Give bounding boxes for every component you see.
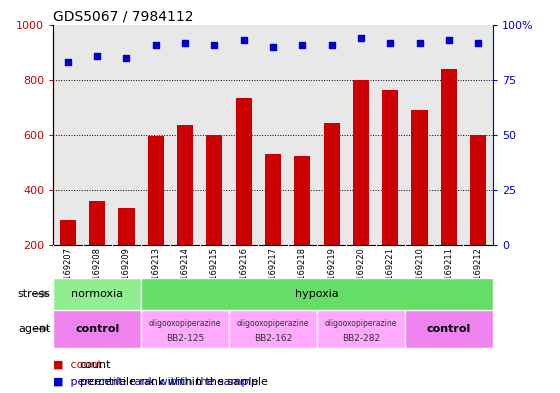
Bar [53,310,141,348]
Point [269,44,278,50]
Point [122,55,131,61]
Point [386,39,395,46]
Bar [294,156,310,245]
Text: GSM1169209: GSM1169209 [122,247,131,303]
Text: GSM1169221: GSM1169221 [386,247,395,303]
Text: GSM1169220: GSM1169220 [356,247,366,303]
Bar [265,154,281,245]
Text: count: count [80,360,111,370]
Bar [89,201,105,245]
Text: control: control [75,324,119,334]
Text: GDS5067 / 7984112: GDS5067 / 7984112 [53,9,194,23]
Text: GSM1169219: GSM1169219 [327,247,336,303]
Text: oligooxopiperazine: oligooxopiperazine [325,319,397,328]
Text: GSM1169212: GSM1169212 [474,247,483,303]
Point [239,37,248,44]
Point [180,39,189,46]
Text: GSM1169207: GSM1169207 [63,247,72,303]
Bar [118,208,134,245]
Bar [148,136,164,245]
Bar [229,310,317,348]
Text: GSM1169216: GSM1169216 [239,247,248,303]
Text: BB2-125: BB2-125 [166,334,204,343]
Text: GSM1169217: GSM1169217 [268,247,278,303]
Text: stress: stress [17,289,50,299]
Text: oligooxopiperazine: oligooxopiperazine [149,319,221,328]
Text: hypoxia: hypoxia [295,289,339,299]
Bar [60,220,76,245]
Bar [53,278,141,310]
Text: GSM1169214: GSM1169214 [180,247,190,303]
Bar [324,123,340,245]
Bar [206,135,222,245]
Bar [317,310,405,348]
Text: ■  percentile rank within the sample: ■ percentile rank within the sample [53,377,259,387]
Point [210,42,219,48]
Point [151,42,160,48]
Bar [141,310,229,348]
Text: oligooxopiperazine: oligooxopiperazine [237,319,309,328]
Text: BB2-282: BB2-282 [342,334,380,343]
Text: GSM1169211: GSM1169211 [444,247,454,303]
Text: GSM1169210: GSM1169210 [415,247,424,303]
Text: GSM1169208: GSM1169208 [92,247,102,303]
Point [415,39,424,46]
Text: normoxia: normoxia [71,289,123,299]
Point [327,42,336,48]
Bar [382,90,398,245]
Bar [412,110,428,245]
Text: percentile rank within the sample: percentile rank within the sample [80,377,267,387]
Bar [236,98,252,245]
Text: GSM1169215: GSM1169215 [210,247,219,303]
Point [93,53,102,59]
Text: GSM1169218: GSM1169218 [298,247,307,303]
Bar [470,135,486,245]
Bar [405,310,493,348]
Text: agent: agent [18,324,50,334]
Text: ■  count: ■ count [53,360,102,370]
Text: GSM1169213: GSM1169213 [151,247,160,303]
Point [298,42,307,48]
Text: BB2-162: BB2-162 [254,334,292,343]
Bar [441,69,457,245]
Bar [353,80,369,245]
Point [356,35,365,41]
Bar [177,125,193,245]
Text: control: control [427,324,471,334]
Bar [141,278,493,310]
Point [474,39,483,46]
Point [63,59,72,66]
Point [445,37,454,44]
